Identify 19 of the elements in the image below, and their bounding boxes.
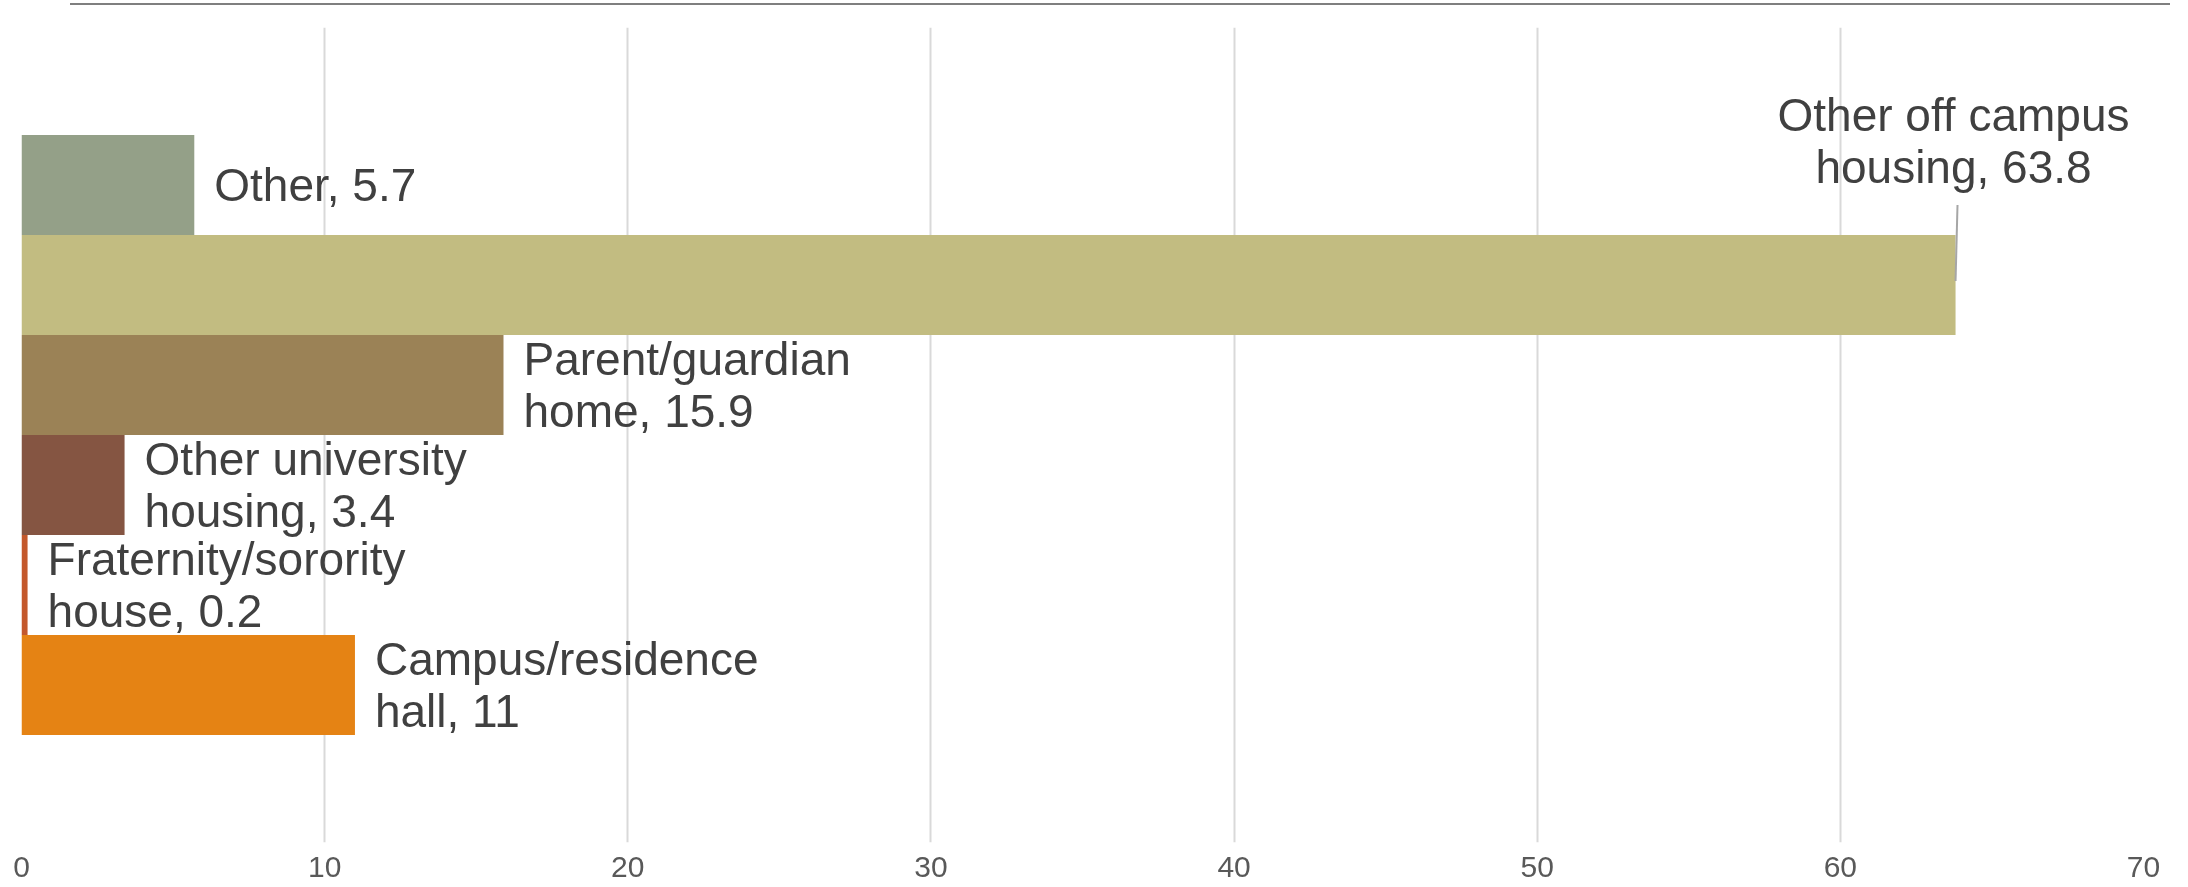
bar (21, 435, 125, 535)
x-tick-label: 0 (13, 849, 30, 883)
x-tick-label: 30 (914, 849, 948, 883)
bar (21, 635, 355, 735)
bar (21, 535, 28, 635)
bar (21, 335, 504, 435)
data-label: Other university housing, 3.4 (144, 433, 467, 537)
bar (21, 235, 1956, 335)
x-tick-label: 70 (2126, 849, 2161, 883)
x-tick-label: 10 (307, 849, 342, 883)
data-label: Other off campus housing, 63.8 (1777, 89, 2130, 193)
x-tick-label: 50 (1520, 849, 1554, 883)
data-label: Other, 5.7 (214, 159, 417, 211)
data-label: Campus/residence hall, 11 (374, 633, 759, 737)
x-tick-label: 20 (611, 849, 645, 883)
x-tick-label: 40 (1217, 849, 1251, 883)
data-label: Parent/guardian home, 15.9 (523, 333, 851, 437)
bar (21, 135, 195, 235)
x-tick-label: 60 (1823, 849, 1858, 883)
